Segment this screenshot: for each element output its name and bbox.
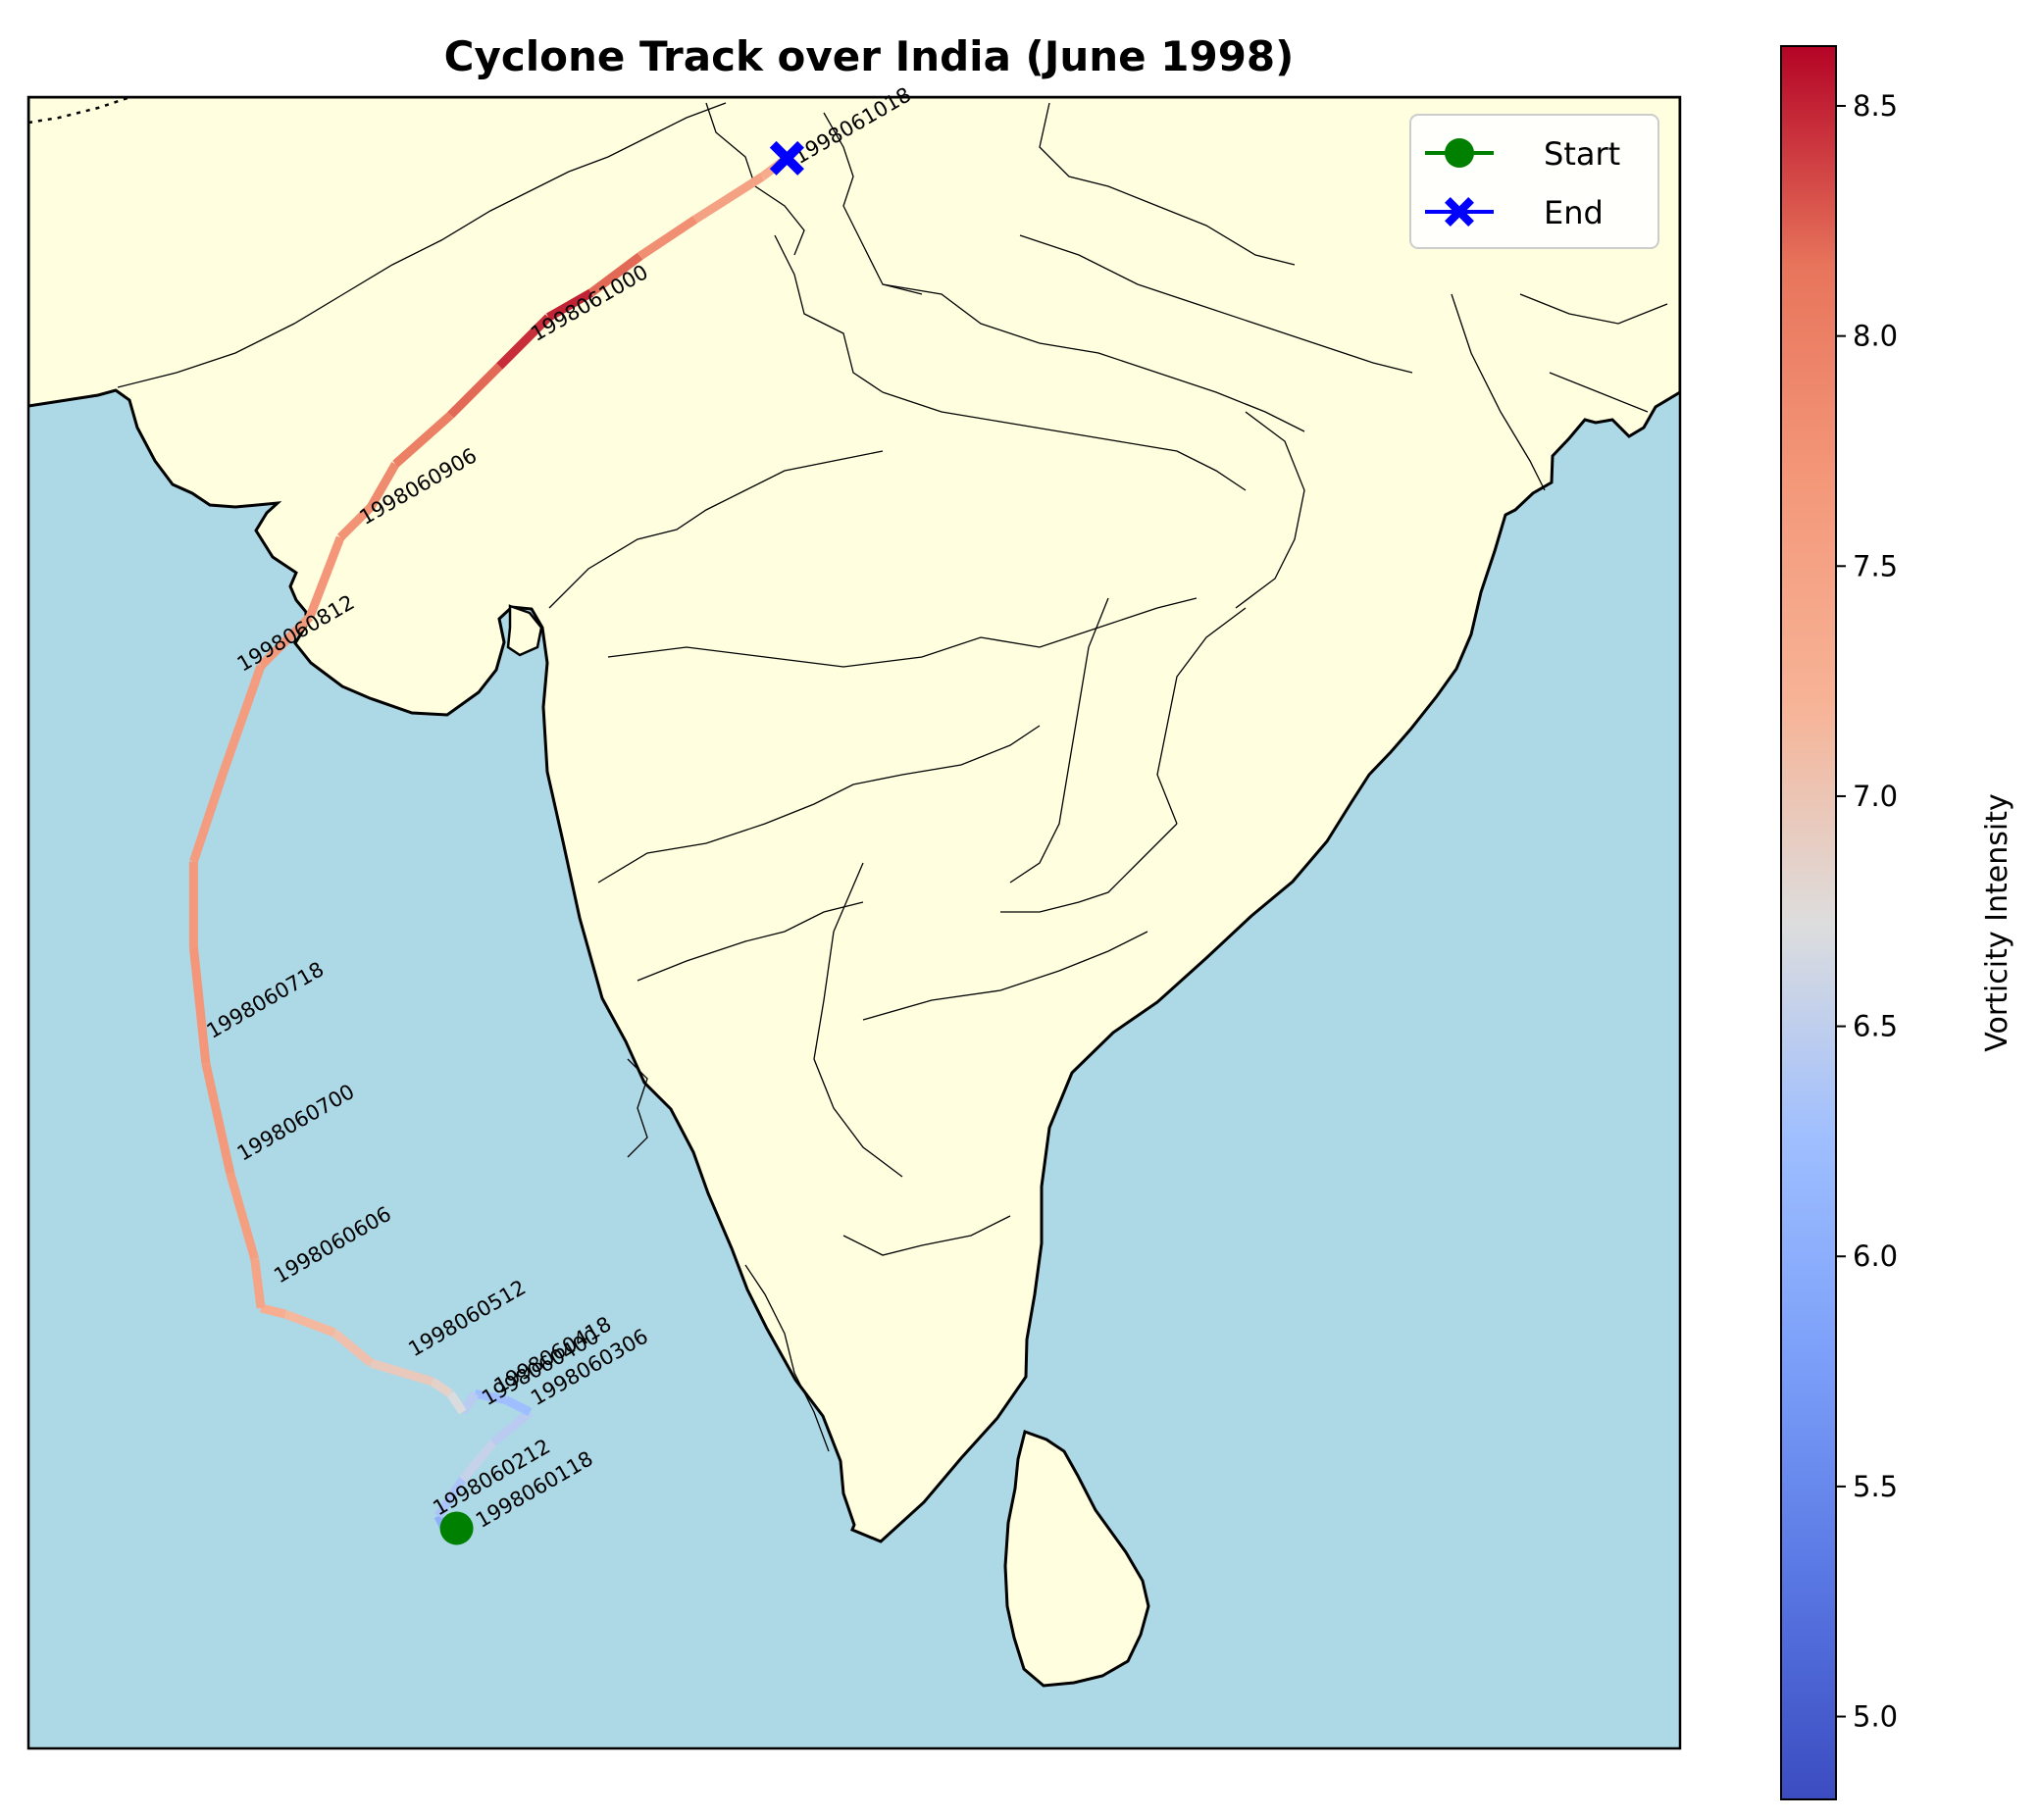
track-segment (259, 1303, 287, 1319)
track-segment (336, 503, 375, 541)
track-segment (188, 946, 211, 1064)
legend-start-marker (1445, 138, 1474, 168)
map-frame (26, 95, 1682, 1750)
track-segment (430, 1378, 453, 1397)
track-segment (446, 1390, 467, 1415)
indian-subcontinent-land (28, 97, 1680, 1543)
border-west-bengal (1451, 293, 1546, 491)
border-rajasthan-mp (548, 450, 884, 609)
border-up-south (882, 391, 1247, 491)
end-marker (769, 140, 804, 176)
track-segment (257, 613, 314, 670)
cyclone-track (188, 154, 790, 1533)
border-pakistan-west (28, 97, 128, 125)
track-segment (692, 173, 765, 224)
track-segment (392, 411, 454, 468)
colorbar-tick-label: 5.5 (1853, 1470, 1898, 1503)
track-segment (305, 535, 345, 619)
border-andhra (862, 931, 1148, 1021)
track-markers (439, 140, 804, 1545)
border-north-rajasthan (117, 102, 727, 388)
legend-box (1409, 114, 1659, 249)
track-segment (496, 314, 552, 370)
border-nepal (1019, 234, 1413, 374)
track-segment (250, 1258, 266, 1309)
track-segment (189, 768, 229, 864)
gulf-of-khambhat (506, 604, 543, 657)
colorbar-tick-label: 6.0 (1853, 1239, 1898, 1273)
colorbar-tick-label: 6.5 (1853, 1010, 1898, 1043)
legend: Start End (1409, 114, 1659, 249)
border-aksai (1039, 102, 1296, 266)
state-borders (28, 97, 1668, 1452)
colorbar-tick-label: 8.5 (1853, 89, 1898, 123)
legend-end-label: End (1544, 194, 1604, 231)
track-segment (459, 1440, 497, 1483)
track-segment (283, 1309, 336, 1338)
border-kerala-tn (744, 1264, 830, 1452)
track-segment (367, 461, 400, 510)
border-bihar (1235, 411, 1305, 609)
border-chhattisgarh (1009, 597, 1109, 884)
map-area (28, 97, 1680, 1748)
track-segment (474, 1389, 507, 1404)
track-segment (226, 1172, 260, 1261)
track-segment (637, 215, 698, 260)
border-up-north (882, 283, 1305, 432)
sri-lanka-land (1003, 1430, 1150, 1688)
border-jharkhand (1156, 607, 1247, 825)
track-segment (588, 252, 643, 297)
track-segment (503, 1395, 533, 1416)
map-title: Cyclone Track over India (June 1998) (444, 32, 1295, 80)
border-maharashtra (597, 725, 1041, 884)
track-segment (490, 1408, 534, 1446)
border-northeast (1519, 293, 1668, 413)
colorbar: 5.0 5.5 6.0 6.5 7.0 7.5 8.0 8.5 Vorticity Inten… (1780, 45, 2014, 1800)
colorbar-tick-label: 7.5 (1853, 549, 1898, 582)
track-segment (331, 1329, 375, 1367)
border-odisha (1000, 823, 1178, 913)
track-segment (369, 1358, 433, 1387)
start-marker (439, 1511, 474, 1545)
track-segment (434, 1477, 467, 1519)
colorbar-label: Vorticity Intensity (1980, 793, 2014, 1051)
border-karnataka (637, 901, 864, 982)
colorbar-tick-label: 8.0 (1853, 320, 1898, 353)
colorbar-tick-label: 7.0 (1853, 780, 1898, 813)
border-mp-south (607, 597, 1198, 668)
border-telangana (813, 862, 903, 1178)
colorbar-ticks: 5.0 5.5 6.0 6.5 7.0 7.5 8.0 8.5 (1836, 89, 1898, 1734)
track-segment (220, 664, 266, 772)
track-segment (201, 1062, 235, 1175)
track-segment (545, 288, 594, 322)
colorbar-gradient (1780, 45, 1837, 1800)
legend-end-marker (1445, 197, 1474, 227)
track-segment (447, 363, 503, 419)
legend-start-label: Start (1544, 135, 1620, 173)
border-tn-north (842, 1215, 1011, 1256)
colorbar-tick-label: 5.0 (1853, 1700, 1898, 1734)
border-goa (627, 1058, 648, 1158)
border-haryana (774, 234, 884, 393)
